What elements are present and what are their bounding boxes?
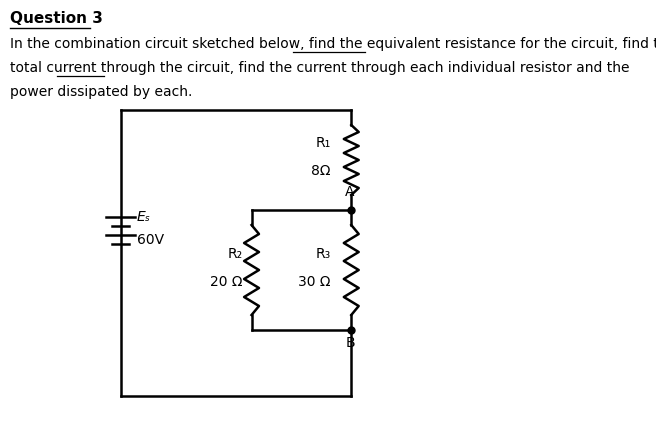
Text: 20 Ω: 20 Ω — [210, 274, 243, 288]
Text: Question 3: Question 3 — [10, 11, 102, 26]
Text: R₃: R₃ — [315, 247, 331, 261]
Text: R₂: R₂ — [228, 247, 243, 261]
Text: B: B — [345, 335, 355, 349]
Text: 30 Ω: 30 Ω — [298, 274, 331, 288]
Text: A: A — [345, 184, 355, 198]
Text: power dissipated by each.: power dissipated by each. — [10, 85, 192, 99]
Text: R₁: R₁ — [315, 136, 331, 150]
Text: In the combination circuit sketched below, find the equivalent resistance for th: In the combination circuit sketched belo… — [10, 37, 656, 51]
Text: total current through the circuit, find the current through each individual resi: total current through the circuit, find … — [10, 61, 629, 75]
Text: 60V: 60V — [137, 233, 164, 247]
Text: 8Ω: 8Ω — [311, 164, 331, 177]
Text: Eₛ: Eₛ — [137, 209, 151, 223]
